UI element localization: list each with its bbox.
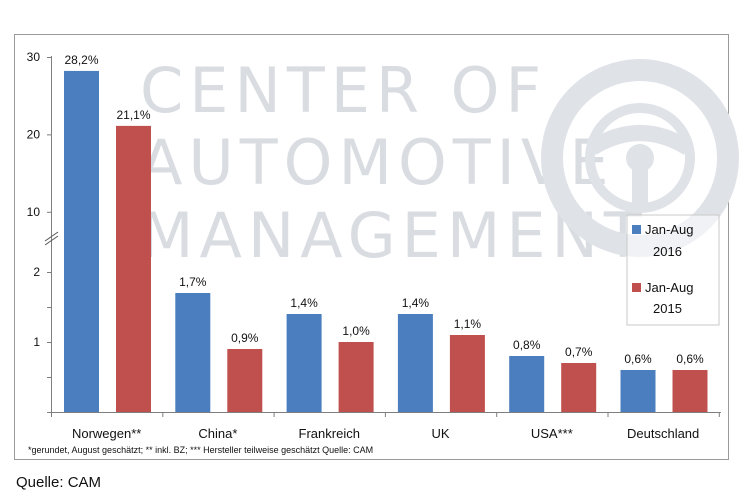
bar-value-label: 0,6% (624, 352, 652, 366)
y-axis-ticks: 1 2 10 20 30 (27, 50, 51, 413)
category-label: Norwegen** (72, 426, 141, 441)
legend-label-2015-line2: 2015 (653, 301, 682, 316)
bar-2015-0 (116, 125, 151, 412)
bar-value-label: 1,4% (402, 296, 430, 310)
legend-swatch-2016 (632, 225, 641, 234)
bar-value-label: 1,1% (454, 317, 482, 331)
bar-value-label: 0,8% (513, 338, 541, 352)
bar-value-label: 0,7% (565, 345, 593, 359)
y-tick-label: 10 (27, 205, 41, 219)
category-label: Frankreich (299, 426, 360, 441)
category-label: China* (198, 426, 237, 441)
watermark-line2: AUTOMOTIVE (140, 126, 615, 199)
legend-swatch-2015 (632, 283, 641, 292)
x-axis-ticks (51, 412, 720, 417)
y-tick-label: 1 (33, 335, 40, 349)
watermark-line1: CENTER OF (140, 54, 547, 127)
bar-value-label: 1,4% (290, 296, 318, 310)
axis-break-mark (44, 231, 59, 246)
bar-value-label: 0,9% (231, 331, 259, 345)
bar-value-label: 1,0% (342, 324, 370, 338)
bar-2016-5 (620, 370, 656, 412)
bars (64, 70, 708, 413)
bar-value-label: 0,6% (676, 352, 704, 366)
category-label: USA*** (531, 426, 573, 441)
bar-2016-4 (509, 356, 545, 412)
y-tick-label: 20 (27, 127, 41, 141)
bar-value-label: 21,1% (116, 108, 150, 122)
bar-2016-2 (286, 314, 322, 412)
legend-box (626, 214, 720, 326)
category-label: Deutschland (627, 426, 699, 441)
bar-value-label: 1,7% (179, 275, 207, 289)
category-label: UK (432, 426, 450, 441)
bar-2015-2 (338, 342, 374, 412)
y-tick-label: 2 (33, 265, 40, 279)
y-tick-label: 30 (27, 50, 41, 64)
category-labels: Norwegen** China* Frankreich UK USA*** Deutsc… (72, 426, 699, 441)
watermark: CENTER OF AUTOMOTIVE MANAGEMENT (140, 54, 739, 272)
legend: Jan-Aug 2016 Jan-Aug 2015 (626, 214, 720, 326)
bar-2016-0 (64, 70, 99, 413)
bar-2016-3 (397, 314, 433, 412)
bar-2015-5 (672, 370, 708, 412)
legend-label-2016-line1: Jan-Aug (645, 222, 693, 237)
footnote: *gerundet, August geschätzt; ** inkl. BZ… (28, 445, 374, 455)
bar-2015-4 (561, 363, 597, 412)
legend-label-2015-line1: Jan-Aug (645, 280, 693, 295)
bar-value-label: 28,2% (64, 53, 98, 67)
bar-2015-1 (227, 349, 263, 412)
bar-2016-1 (175, 293, 211, 412)
bar-labels: 28,2% 21,1% 1,7% 0,9% 1,4% 1,0% 1,4% 1,1% 0,8% 0,… (64, 53, 704, 366)
source-line: Quelle: CAM (16, 474, 102, 491)
legend-label-2016-line2: 2016 (653, 244, 682, 259)
bar-2015-3 (449, 335, 485, 412)
